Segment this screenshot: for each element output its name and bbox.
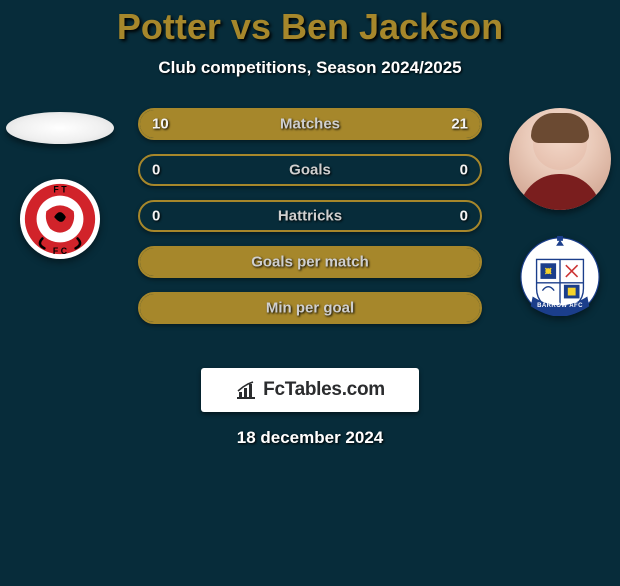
stat-bars: 10 21 Matches 0 0 Goals 0 0 Hattricks Goals per m…: [138, 108, 482, 324]
right-column: BARROW AFC: [500, 108, 620, 316]
svg-text:F T: F T: [53, 185, 67, 195]
stat-value-left: 0: [152, 208, 160, 225]
svg-text:BARROW AFC: BARROW AFC: [537, 303, 583, 309]
stat-bar: 0 0 Goals: [138, 154, 482, 186]
club-badge-right: BARROW AFC: [511, 234, 609, 316]
comparison-stage: F T F C: [0, 108, 620, 348]
player-placeholder-left: [6, 112, 114, 144]
stat-label: Matches: [280, 116, 340, 133]
watermark[interactable]: FcTables.com: [201, 368, 419, 412]
stat-value-left: 0: [152, 162, 160, 179]
stat-value-right: 0: [460, 208, 468, 225]
stat-label: Hattricks: [278, 208, 342, 225]
stat-value-left: 10: [152, 116, 169, 133]
stat-bar: Min per goal: [138, 292, 482, 324]
svg-text:F C: F C: [53, 246, 68, 256]
stat-label: Min per goal: [266, 300, 354, 317]
date-text: 18 december 2024: [0, 428, 620, 448]
club-badge-left: F T F C: [11, 178, 109, 260]
subtitle: Club competitions, Season 2024/2025: [0, 58, 620, 78]
stat-bar: 0 0 Hattricks: [138, 200, 482, 232]
stat-label: Goals per match: [251, 254, 369, 271]
chart-icon: [235, 380, 257, 400]
stat-value-right: 0: [460, 162, 468, 179]
stat-bar: Goals per match: [138, 246, 482, 278]
stat-label: Goals: [289, 162, 331, 179]
watermark-text: FcTables.com: [263, 379, 385, 401]
stat-value-right: 21: [451, 116, 468, 133]
player-photo-right: [509, 108, 611, 210]
stat-bar: 10 21 Matches: [138, 108, 482, 140]
left-column: F T F C: [0, 108, 120, 260]
page-title: Potter vs Ben Jackson: [0, 6, 620, 48]
